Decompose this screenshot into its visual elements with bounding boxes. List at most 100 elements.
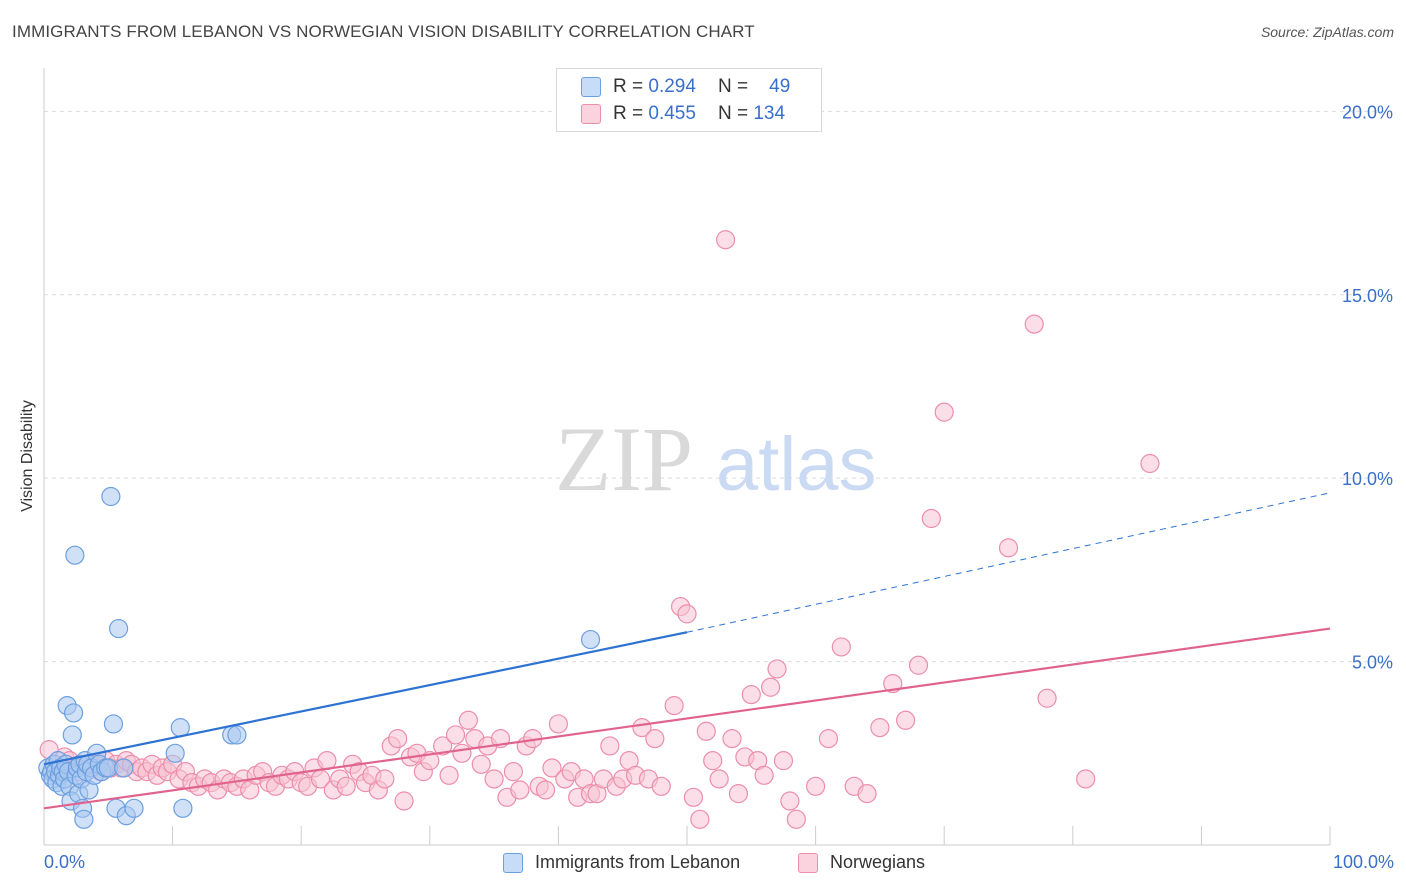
point-norwegians <box>805 776 826 796</box>
point-lebanon <box>580 629 601 650</box>
y-tick-label: 10.0% <box>1342 469 1393 489</box>
point-norwegians <box>709 769 729 789</box>
grid-layer <box>44 110 1395 663</box>
point-norwegians <box>651 776 671 796</box>
n-value: 134 <box>753 103 786 124</box>
point-norwegians <box>471 754 491 774</box>
point-norwegians <box>439 765 459 785</box>
point-norwegians <box>696 721 716 741</box>
point-norwegians <box>503 762 523 782</box>
axis-layer <box>43 68 1331 846</box>
point-norwegians <box>664 696 684 716</box>
point-norwegians <box>388 729 408 749</box>
legend-swatch-blue <box>503 852 523 873</box>
point-norwegians <box>336 776 356 796</box>
point-lebanon <box>62 725 82 745</box>
point-norwegians <box>645 729 665 749</box>
y-tick-labels: 5.0% 10.0% 15.0% 20.0% <box>1342 102 1393 672</box>
stats-legend: R = 0.294 N = 49 R = 0.455 N = 134 <box>556 68 822 132</box>
point-norwegians <box>535 780 556 800</box>
n-label: N = <box>717 103 749 124</box>
r-value: 0.294 <box>648 76 696 97</box>
point-norwegians <box>896 710 916 730</box>
point-norwegians <box>548 714 569 734</box>
source-label: Source: ZipAtlas.com <box>1260 24 1394 40</box>
point-norwegians <box>715 230 736 250</box>
point-lebanon <box>63 703 84 723</box>
trend-layer <box>43 492 1331 810</box>
point-norwegians <box>1140 453 1160 474</box>
point-lebanon <box>173 798 193 818</box>
legend-item-lebanon: Immigrants from Lebanon <box>503 852 740 873</box>
point-norwegians <box>767 659 787 679</box>
point-lebanon <box>65 545 85 565</box>
point-lebanon <box>103 714 124 734</box>
y-tick-label: 5.0% <box>1352 653 1393 673</box>
point-lebanon <box>108 618 129 639</box>
point-norwegians <box>677 604 697 624</box>
y-tick-label: 15.0% <box>1342 286 1393 306</box>
y-tick-label: 20.0% <box>1342 102 1393 122</box>
point-lebanon <box>74 809 94 829</box>
n-value: 49 <box>769 76 791 97</box>
n-label: N = <box>717 76 749 97</box>
point-norwegians <box>722 729 742 749</box>
point-lebanon <box>124 798 144 818</box>
point-norwegians <box>542 758 562 778</box>
point-lebanon <box>114 758 134 778</box>
point-norwegians <box>703 751 723 771</box>
legend-item-norwegians: Norwegians <box>798 852 925 873</box>
point-norwegians <box>998 538 1019 558</box>
point-lebanon <box>227 725 247 745</box>
watermark-zip: ZIP <box>555 408 693 510</box>
point-norwegians <box>433 736 453 756</box>
point-norwegians <box>773 751 794 771</box>
trendline-norwegians <box>43 627 1331 810</box>
stats-row-norwegians: R = 0.455 N = 134 <box>581 102 785 126</box>
watermark: ZIP atlas <box>555 408 877 510</box>
point-norwegians <box>1037 688 1057 708</box>
x-tick-label-min: 0.0% <box>44 852 86 872</box>
series-legend: Immigrants from Lebanon Norwegians <box>0 852 1406 878</box>
point-lebanon <box>101 486 121 507</box>
legend-label-norwegians: Norwegians <box>830 852 926 872</box>
point-norwegians <box>728 784 749 804</box>
x-tick-label-max: 100.0% <box>1332 852 1394 872</box>
point-norwegians <box>375 769 395 789</box>
point-norwegians <box>908 655 929 675</box>
r-label: R = <box>613 103 644 124</box>
watermark-atlas: atlas <box>716 422 877 507</box>
point-norwegians <box>510 780 530 800</box>
point-norwegians <box>741 685 761 705</box>
legend-swatch-pink <box>581 104 601 124</box>
point-norwegians <box>870 718 890 738</box>
point-norwegians <box>683 787 704 807</box>
point-norwegians <box>754 765 774 785</box>
r-value: 0.455 <box>648 103 696 124</box>
legend-swatch-pink <box>798 852 818 873</box>
point-norwegians <box>445 725 466 745</box>
point-norwegians <box>857 784 877 804</box>
point-norwegians <box>484 769 504 789</box>
point-norwegians <box>831 637 851 657</box>
trendline-lebanon-projection <box>686 492 1331 633</box>
point-norwegians <box>760 677 781 697</box>
points-layer <box>38 230 1160 829</box>
r-label: R = <box>613 76 644 97</box>
point-lebanon <box>165 743 185 763</box>
point-norwegians <box>600 736 620 756</box>
point-norwegians <box>458 710 478 730</box>
point-norwegians <box>818 729 839 749</box>
point-norwegians <box>786 809 806 829</box>
legend-label-lebanon: Immigrants from Lebanon <box>535 852 741 872</box>
point-norwegians <box>452 743 472 763</box>
stats-row-lebanon: R = 0.294 N = 49 <box>581 75 790 99</box>
chart-title: IMMIGRANTS FROM LEBANON VS NORWEGIAN VIS… <box>12 22 755 41</box>
point-norwegians <box>1024 314 1044 334</box>
trendline-lebanon <box>43 631 688 766</box>
point-norwegians <box>690 809 710 829</box>
point-norwegians <box>394 791 414 811</box>
point-norwegians <box>934 402 954 422</box>
legend-swatch-blue <box>581 77 601 97</box>
